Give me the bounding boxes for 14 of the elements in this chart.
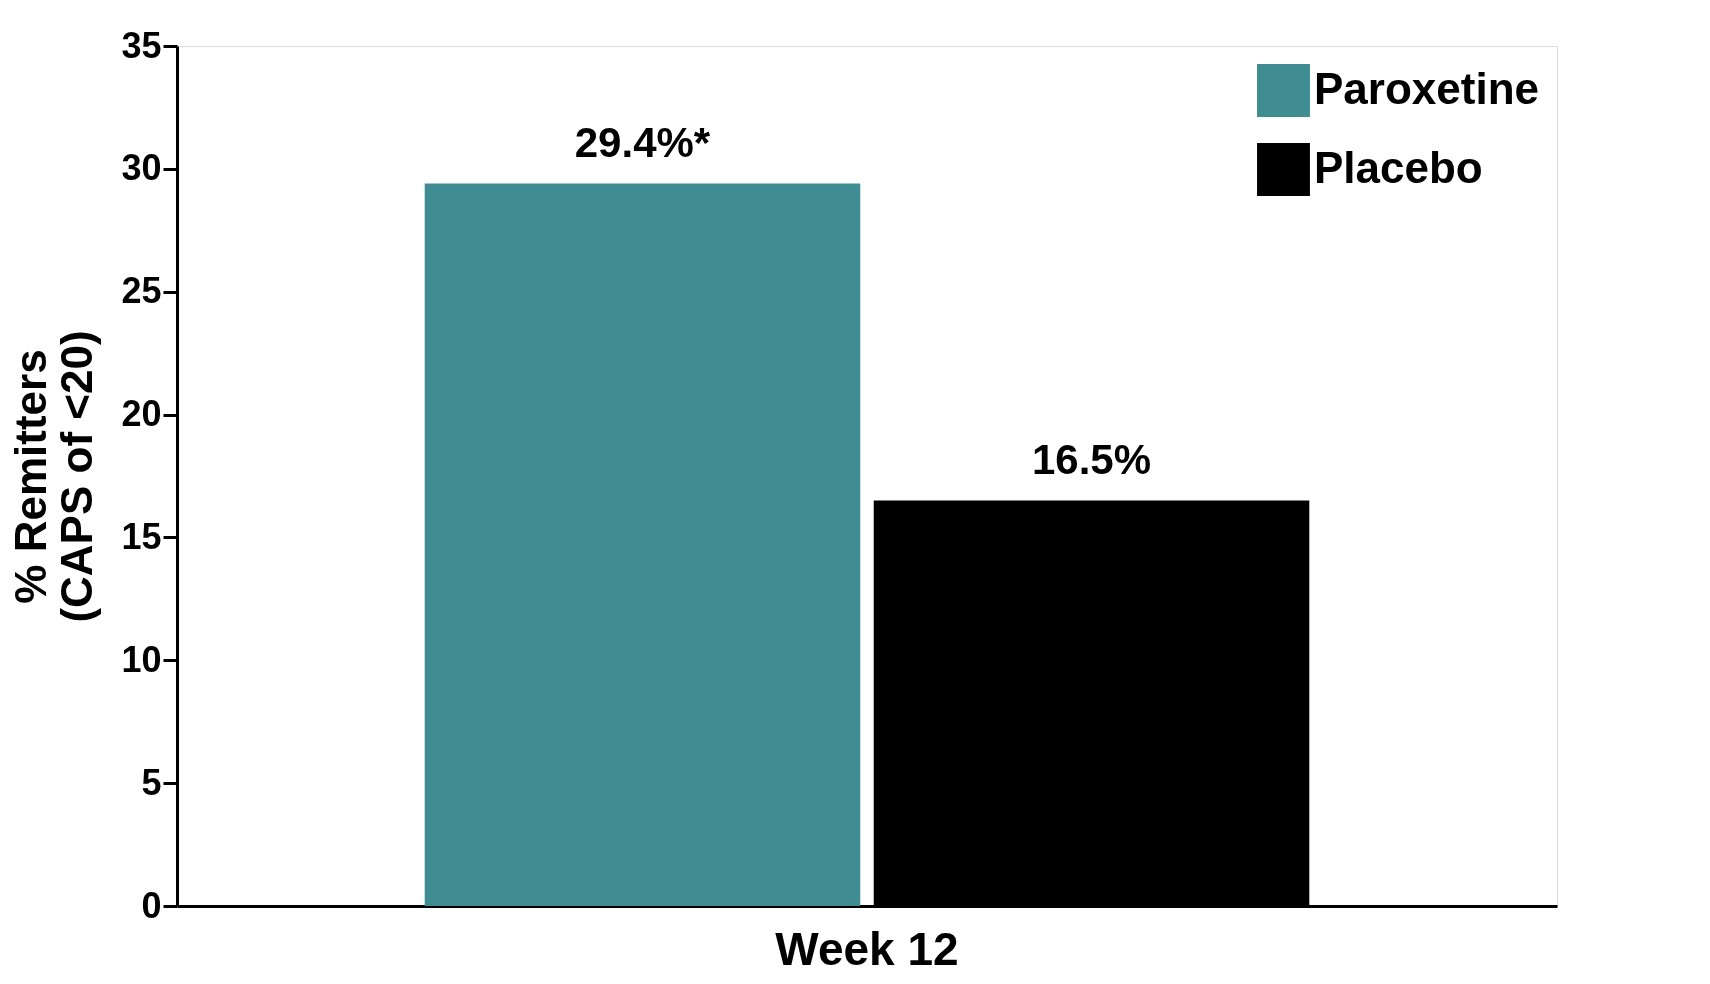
y-tick-label: 5 xyxy=(141,761,162,803)
y-tick-label: 0 xyxy=(141,884,162,926)
data-label: 29.4%* xyxy=(574,118,711,166)
x-tick-label: Week 12 xyxy=(775,922,959,975)
y-tick-label: 30 xyxy=(121,147,162,189)
y-tick-label: 20 xyxy=(121,393,162,435)
y-tick-label: 25 xyxy=(121,270,162,312)
data-label: 16.5% xyxy=(1031,435,1152,483)
y-tick-label: 10 xyxy=(121,638,162,680)
y-tick-label: 35 xyxy=(121,24,162,66)
y-tick-label: 15 xyxy=(121,515,162,557)
y-axis-title: % Remitters (CAPS of <20) xyxy=(6,330,102,623)
legend-label: Paroxetine xyxy=(1314,63,1539,113)
legend-label: Placebo xyxy=(1314,142,1483,192)
